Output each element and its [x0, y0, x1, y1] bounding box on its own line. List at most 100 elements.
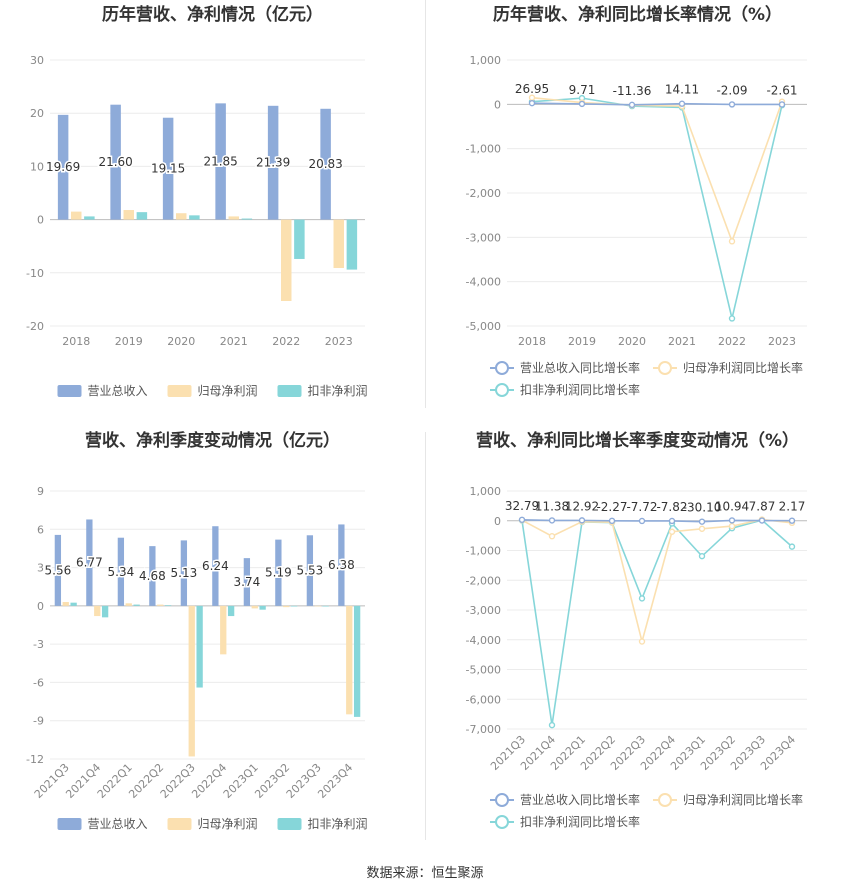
legend-marker-1 — [658, 793, 672, 807]
bar-0 — [320, 108, 331, 220]
bar-2 — [70, 602, 77, 606]
series-point-2 — [638, 595, 646, 602]
line-data-label: 32.79 — [505, 499, 539, 513]
bar-2 — [353, 605, 361, 717]
y-tick-label: 1,000 — [470, 54, 502, 67]
bar-0 — [267, 105, 279, 220]
legend-swatch-1 — [167, 385, 192, 397]
series-point-0 — [608, 517, 616, 525]
annual-growth-svg: 历年营收、净利同比增长率情况（%） 1,000 0 -1,000 -2,000 -3,00… — [466, 4, 807, 397]
bar-1 — [71, 211, 82, 220]
bar-0 — [162, 117, 174, 220]
bar-2 — [322, 605, 329, 607]
bar-data-label: 5.19 — [265, 566, 292, 580]
bar-0 — [57, 114, 69, 220]
legend-label-2: 扣非净利润 — [308, 384, 368, 398]
series-point-0 — [788, 517, 796, 524]
line-data-label: -2.27 — [596, 500, 627, 514]
legend-swatch-1 — [167, 818, 192, 830]
bar-data-label: 6.38 — [328, 558, 355, 572]
bar-0 — [212, 526, 219, 606]
bar-1 — [62, 602, 69, 606]
bar-data-label: 21.60 — [98, 155, 132, 169]
series-point-0 — [638, 517, 646, 525]
series-line-2 — [531, 97, 783, 319]
x-tick-label: 2019 — [568, 335, 596, 348]
quarterly-growth-svg: 营收、净利同比增长率季度变动情况（%） 1,000 0 -1,000 -2,000 -3,… — [466, 430, 807, 829]
bar-0 — [243, 558, 251, 606]
y-tick-label: 6 — [37, 523, 44, 536]
y-tick-label: 10 — [30, 160, 44, 173]
chart-title: 营收、净利季度变动情况（亿元） — [85, 430, 340, 451]
quarterly-values-svg: 营收、净利季度变动情况（亿元）9630-3-6-9-122021Q32021Q4… — [26, 430, 367, 831]
bar-1 — [346, 605, 353, 715]
y-tick-label: 9 — [37, 485, 44, 498]
bar-1 — [188, 605, 195, 757]
y-tick-label: -6,000 — [466, 693, 501, 706]
bar-0 — [110, 104, 121, 220]
y-tick-label: -7,000 — [466, 723, 501, 736]
x-tick-label: 2023Q4 — [315, 761, 355, 801]
x-tick-label: 2023 — [768, 335, 796, 348]
y-tick-label: -5,000 — [466, 320, 501, 333]
bar-data-label: 21.39 — [256, 156, 290, 170]
y-tick-label: 0 — [37, 600, 44, 613]
series-point-2 — [788, 543, 796, 550]
bar-2 — [227, 605, 235, 617]
y-tick-label: 0 — [494, 515, 501, 528]
chart-quarterly-values: 营收、净利季度变动情况（亿元） 9 6 3 0 -3 -6 -9 -12 2021Q3 2021Q4… — [0, 428, 425, 848]
annual-values-svg: 历年营收、净利情况（亿元） 30 20 10 0 -10 -20 2018 2019 2020 20… — [26, 4, 368, 398]
line-data-label: -2.61 — [766, 83, 797, 97]
vertical-divider-bottom — [425, 432, 426, 840]
line-data-label: 10.94 — [715, 499, 749, 513]
y-tick-label: -20 — [26, 320, 44, 333]
line-data-label: -7.82 — [656, 500, 687, 514]
series-point-0 — [678, 100, 686, 107]
series-point-0 — [518, 516, 526, 523]
legend-marker-2 — [495, 815, 509, 829]
bar-2 — [294, 219, 305, 259]
bar-1 — [157, 604, 164, 606]
bar-0 — [275, 539, 282, 606]
bar-2 — [259, 605, 266, 610]
y-tick-label: 20 — [30, 107, 44, 120]
chart-quarterly-growth: 营收、净利同比增长率季度变动情况（%） 1,000 0 -1,000 -2,000 -3,… — [425, 428, 850, 848]
legend-marker-0 — [495, 361, 509, 375]
series-point-0 — [728, 101, 736, 108]
y-tick-label: -4,000 — [466, 276, 501, 289]
x-tick-label: 2021 — [220, 335, 248, 348]
series-point-0 — [628, 101, 636, 109]
legend-swatch-0 — [57, 818, 82, 830]
bar-1 — [281, 219, 292, 301]
bar-2 — [133, 604, 140, 606]
y-tick-label: -1,000 — [466, 143, 501, 156]
bar-0 — [338, 524, 345, 606]
bar-2 — [101, 605, 109, 618]
vertical-divider-top — [425, 0, 426, 408]
bar-data-label: 5.53 — [297, 564, 324, 578]
bar-data-label: 6.77 — [76, 556, 103, 570]
bar-data-label: 4.68 — [139, 569, 166, 583]
chart-annual-values: 历年营收、净利情况（亿元） 30 20 10 0 -10 -20 2018 2019 2020 20… — [0, 0, 425, 410]
bar-data-label: 19.69 — [46, 160, 80, 174]
series-point-0 — [698, 518, 706, 525]
y-tick-label: -1,000 — [466, 545, 501, 558]
legend-label-1: 归母净利润 — [198, 384, 258, 398]
line-data-label: 11.38 — [535, 499, 569, 513]
y-tick-label: -3 — [33, 638, 44, 651]
legend-label-1: 归母净利润同比增长率 — [683, 792, 803, 807]
y-tick-label: 1,000 — [470, 485, 502, 498]
series-point-0 — [548, 517, 556, 524]
legend-label-0: 营业总收入同比增长率 — [520, 360, 640, 375]
y-tick-label: -4,000 — [466, 634, 501, 647]
series-point-1 — [728, 238, 736, 245]
series-line-0 — [531, 102, 783, 106]
x-tick-label: 2022 — [718, 335, 746, 348]
bar-0 — [306, 535, 314, 606]
line-data-label: -2.09 — [716, 83, 747, 97]
line-data-label: 14.11 — [665, 83, 699, 97]
bar-1 — [220, 605, 227, 655]
series-point-0 — [578, 517, 586, 524]
series-point-2 — [548, 721, 556, 729]
bar-0 — [180, 540, 188, 606]
